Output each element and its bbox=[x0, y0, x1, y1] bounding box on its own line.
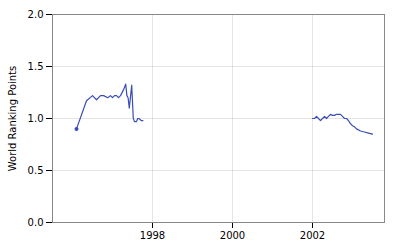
svg-text:1.5: 1.5 bbox=[28, 61, 44, 72]
svg-text:0.5: 0.5 bbox=[28, 165, 44, 176]
svg-text:1998: 1998 bbox=[140, 230, 165, 241]
svg-text:2.0: 2.0 bbox=[28, 9, 44, 20]
svg-text:World Ranking Points: World Ranking Points bbox=[7, 66, 18, 172]
svg-text:2000: 2000 bbox=[220, 230, 245, 241]
svg-text:0.0: 0.0 bbox=[28, 217, 44, 228]
svg-text:1.0: 1.0 bbox=[28, 113, 44, 124]
svg-text:2002: 2002 bbox=[300, 230, 325, 241]
